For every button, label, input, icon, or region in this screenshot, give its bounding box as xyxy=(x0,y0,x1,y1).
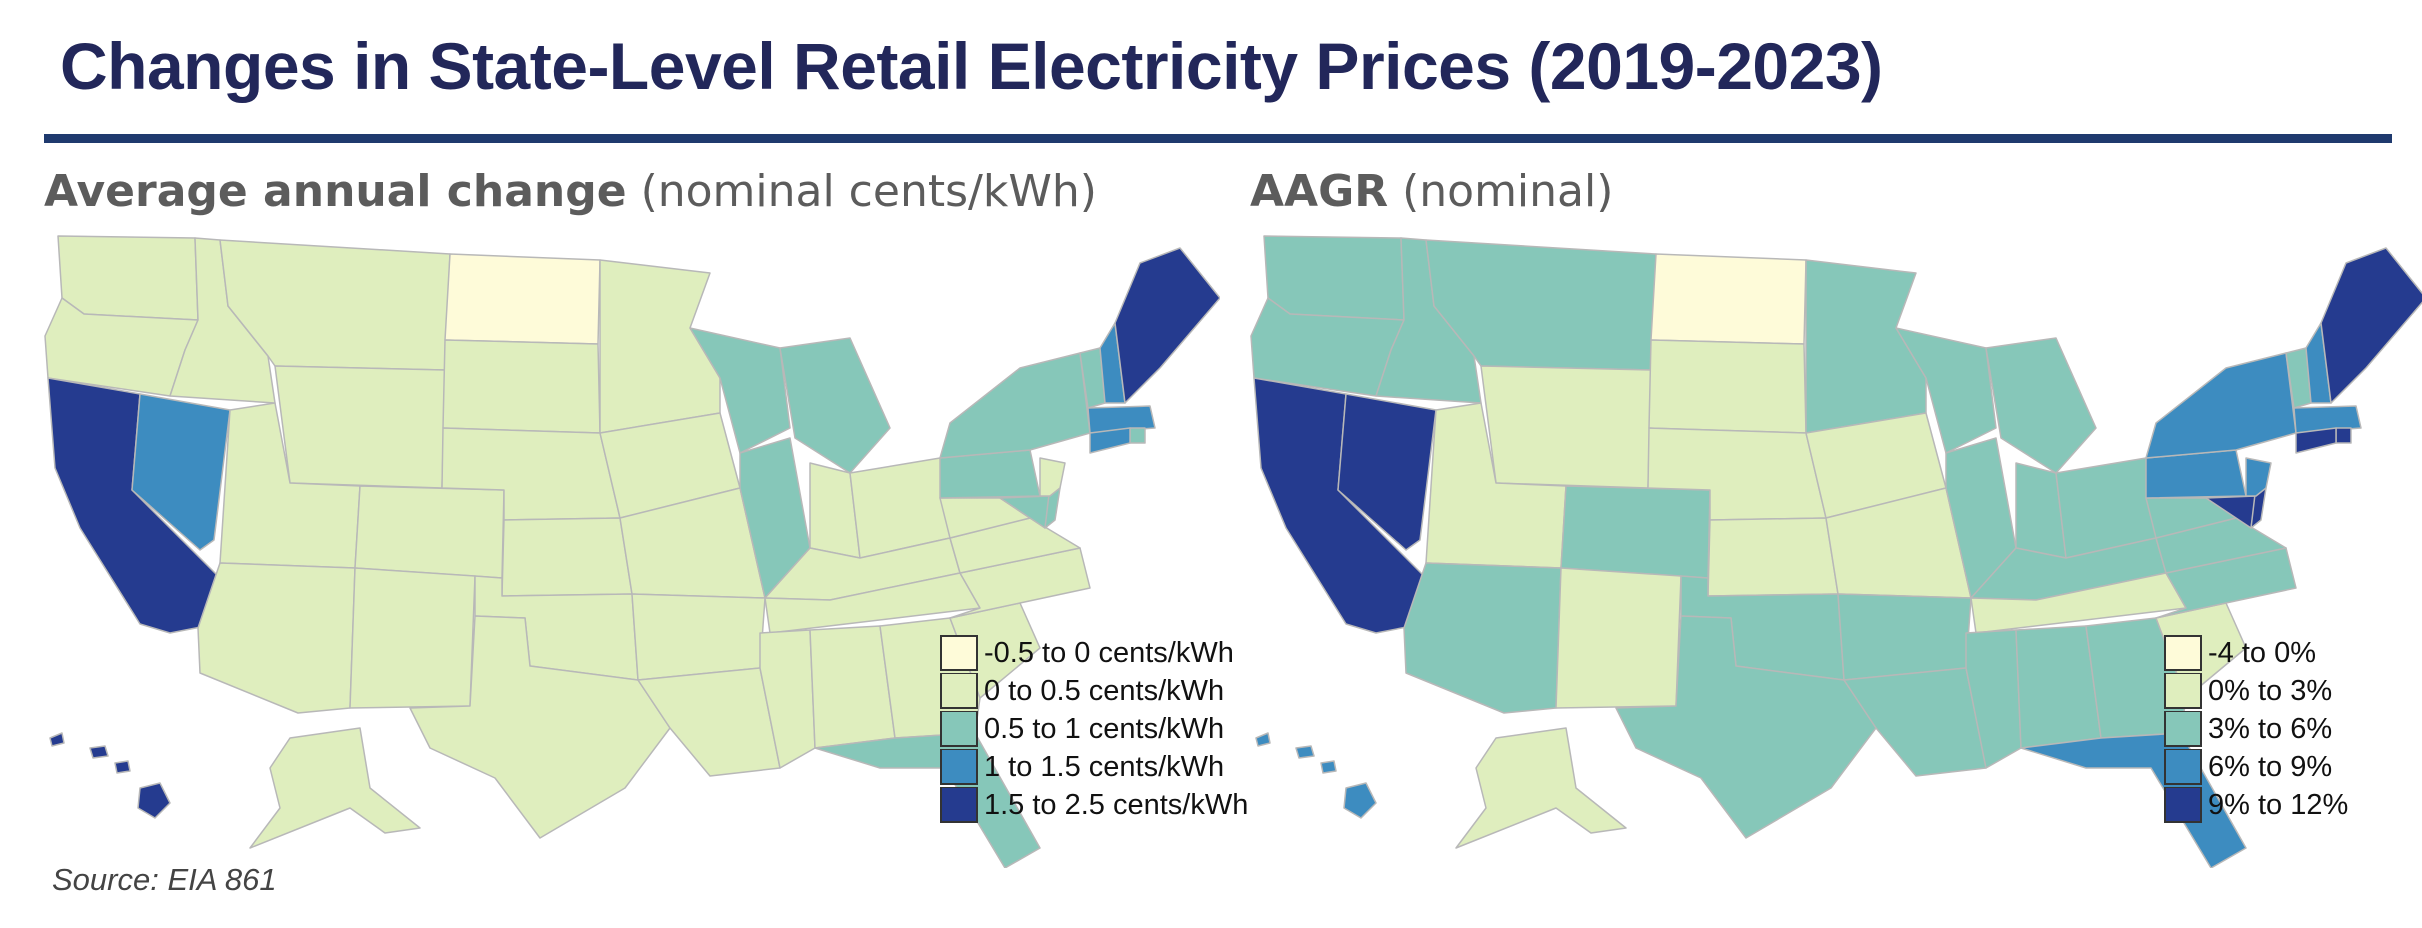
state-mi xyxy=(779,337,891,474)
legend-label: 9% to 12% xyxy=(2208,788,2349,821)
left-subtitle-unit: (nominal cents/kWh) xyxy=(626,166,1097,217)
state-ri xyxy=(2335,427,2352,444)
state-nv xyxy=(131,393,231,551)
state-wi xyxy=(689,327,791,454)
state-ks xyxy=(1707,517,1839,597)
legend-swatch xyxy=(2164,749,2202,785)
state-la xyxy=(637,667,781,777)
state-hi xyxy=(49,732,171,819)
legend-item: -4 to 0% xyxy=(2164,634,2348,672)
legend-label: 1.5 to 2.5 cents/kWh xyxy=(984,788,1249,821)
legend-item: 6% to 9% xyxy=(2164,748,2348,786)
legend-swatch xyxy=(2164,711,2202,747)
state-me xyxy=(1114,247,1220,404)
legend-label: -0.5 to 0 cents/kWh xyxy=(984,636,1234,669)
legend-swatch xyxy=(940,749,978,785)
state-ar xyxy=(631,593,766,681)
legend-item: 0 to 0.5 cents/kWh xyxy=(940,672,1248,710)
legend-swatch xyxy=(940,787,978,823)
state-ks xyxy=(501,517,633,597)
legend-label: 0 to 0.5 cents/kWh xyxy=(984,674,1225,707)
right-map-legend: -4 to 0% 0% to 3% 3% to 6% 6% to 9% 9% t… xyxy=(2164,634,2348,824)
state-nv xyxy=(1337,393,1437,551)
right-map-subtitle: AAGR (nominal) xyxy=(1250,166,1613,217)
state-ct xyxy=(1089,427,1131,454)
state-ny xyxy=(939,352,1091,459)
legend-swatch xyxy=(2164,635,2202,671)
state-ct xyxy=(2295,427,2337,454)
state-fl xyxy=(814,732,1041,868)
state-az xyxy=(1403,562,1562,714)
state-wa xyxy=(1263,235,1405,321)
legend-item: -0.5 to 0 cents/kWh xyxy=(940,634,1248,672)
right-subtitle-bold: AAGR xyxy=(1250,166,1389,217)
state-ar xyxy=(1837,593,1972,681)
left-map-subtitle: Average annual change (nominal cents/kWh… xyxy=(44,166,1097,217)
legend-item: 3% to 6% xyxy=(2164,710,2348,748)
state-ak xyxy=(249,727,421,849)
legend-label: -4 to 0% xyxy=(2208,636,2316,669)
state-co xyxy=(1560,485,1711,579)
left-choropleth-map xyxy=(20,228,1220,868)
legend-label: 3% to 6% xyxy=(2208,712,2333,745)
state-az xyxy=(197,562,356,714)
state-nj xyxy=(2245,457,2272,497)
state-mi xyxy=(1985,337,2097,474)
state-ms xyxy=(1965,629,2022,769)
state-wy xyxy=(1480,365,1652,489)
legend-label: 0.5 to 1 cents/kWh xyxy=(984,712,1225,745)
state-wa xyxy=(57,235,199,321)
state-sd xyxy=(442,339,601,434)
legend-label: 1 to 1.5 cents/kWh xyxy=(984,750,1225,783)
state-ma xyxy=(2293,405,2362,434)
state-ny xyxy=(2145,352,2297,459)
state-tx xyxy=(1615,615,1877,839)
legend-label: 6% to 9% xyxy=(2208,750,2333,783)
legend-item: 1 to 1.5 cents/kWh xyxy=(940,748,1248,786)
state-ak xyxy=(1455,727,1627,849)
legend-item: 1.5 to 2.5 cents/kWh xyxy=(940,786,1248,824)
state-nm xyxy=(1555,567,1682,709)
state-nj xyxy=(1039,457,1066,497)
left-subtitle-bold: Average annual change xyxy=(44,166,627,217)
legend-swatch xyxy=(2164,673,2202,709)
state-ri xyxy=(1129,427,1146,444)
source-note: Source: EIA 861 xyxy=(52,862,277,897)
state-nm xyxy=(349,567,476,709)
title-underline xyxy=(44,134,2392,143)
state-tx xyxy=(409,615,671,839)
state-la xyxy=(1843,667,1987,777)
legend-item: 9% to 12% xyxy=(2164,786,2348,824)
right-subtitle-unit: (nominal) xyxy=(1388,166,1614,217)
page-title: Changes in State-Level Retail Electricit… xyxy=(60,29,1883,103)
legend-swatch xyxy=(940,635,978,671)
state-sd xyxy=(1648,339,1807,434)
state-wi xyxy=(1895,327,1997,454)
legend-swatch xyxy=(940,711,978,747)
state-ma xyxy=(1087,405,1156,434)
legend-swatch xyxy=(940,673,978,709)
state-co xyxy=(354,485,505,579)
legend-item: 0.5 to 1 cents/kWh xyxy=(940,710,1248,748)
left-map-legend: -0.5 to 0 cents/kWh 0 to 0.5 cents/kWh 0… xyxy=(940,634,1248,824)
state-hi xyxy=(1255,732,1377,819)
state-nd xyxy=(1650,253,1807,345)
state-me xyxy=(2320,247,2422,404)
state-nd xyxy=(444,253,601,345)
state-ms xyxy=(759,629,816,769)
state-wy xyxy=(274,365,446,489)
right-choropleth-map xyxy=(1226,228,2422,868)
legend-item: 0% to 3% xyxy=(2164,672,2348,710)
legend-label: 0% to 3% xyxy=(2208,674,2333,707)
legend-swatch xyxy=(2164,787,2202,823)
